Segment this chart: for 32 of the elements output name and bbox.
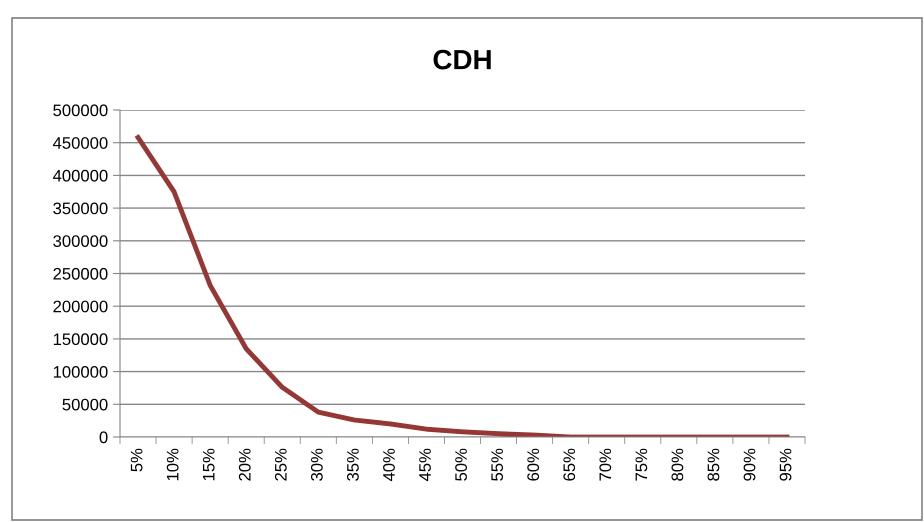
x-tick-label: 60%: [527, 448, 540, 481]
x-tick-label: 75%: [636, 448, 648, 481]
y-tick-label: 400000: [52, 170, 108, 182]
x-tick-label: 90%: [744, 448, 756, 481]
x-tick-label: 70%: [599, 448, 612, 481]
chart-title: CDH: [434, 50, 491, 70]
y-tick-label: 300000: [53, 235, 108, 248]
x-tick-label: 25%: [274, 448, 287, 481]
x-tick-label: 50%: [455, 448, 467, 481]
x-tick-label: 35%: [347, 448, 359, 481]
x-tick-label: 85%: [708, 448, 720, 481]
y-tick-label: 150000: [54, 333, 108, 346]
y-tick-label: 500000: [53, 104, 108, 116]
line-series: [136, 135, 790, 437]
x-tick-label: 80%: [671, 448, 684, 481]
y-tick-label: 350000: [53, 202, 108, 214]
x-tick-label: 30%: [310, 448, 323, 481]
y-tick-label: 100000: [54, 366, 108, 378]
x-tick-label: 5%: [130, 448, 142, 472]
y-tick-label: 200000: [53, 300, 108, 312]
x-tick-label: 10%: [166, 448, 179, 480]
x-tick-label: 45%: [419, 448, 431, 482]
y-tick-label: 0: [100, 431, 108, 444]
x-tick-label: 55%: [491, 448, 504, 481]
y-tick-label: 50000: [62, 398, 108, 411]
x-tick-label: 95%: [780, 448, 792, 481]
x-tick-label: 40%: [383, 448, 395, 482]
x-tick-label: 15%: [202, 448, 215, 480]
y-tick-label: 450000: [52, 137, 108, 149]
y-tick-label: 250000: [53, 268, 108, 280]
x-tick-label: 20%: [238, 448, 251, 481]
x-tick-label: 65%: [563, 448, 576, 481]
